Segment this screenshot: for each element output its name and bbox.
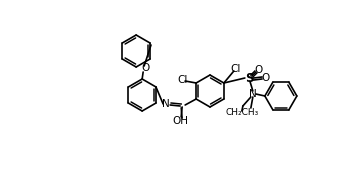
Text: CH₂CH₃: CH₂CH₃ — [225, 108, 259, 117]
Text: O: O — [262, 73, 270, 83]
Text: S: S — [246, 71, 254, 84]
Text: Cl: Cl — [177, 75, 187, 85]
Text: O: O — [141, 63, 149, 73]
Text: Cl: Cl — [231, 64, 241, 74]
Text: N: N — [162, 99, 170, 109]
Text: O: O — [255, 65, 263, 75]
Text: N: N — [249, 89, 257, 99]
Text: OH: OH — [172, 116, 188, 126]
